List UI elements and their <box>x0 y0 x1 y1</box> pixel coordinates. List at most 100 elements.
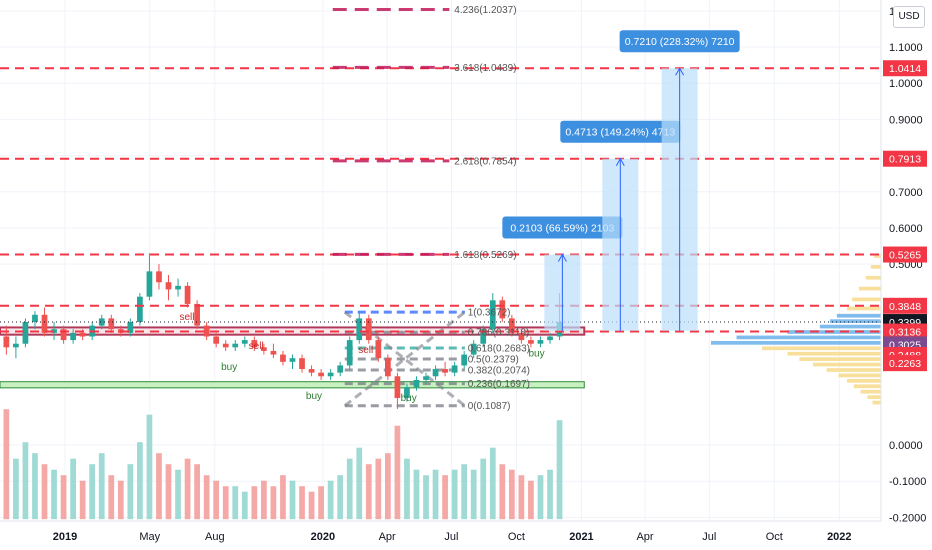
candle-body <box>127 322 134 333</box>
candle-body <box>280 354 286 362</box>
candle-body <box>3 336 10 348</box>
projection-callout[interactable] <box>560 120 681 143</box>
price-tag <box>883 355 927 372</box>
volume-bar <box>70 458 76 520</box>
candle-body <box>146 271 153 297</box>
fib-label: 0.382(0.2074) <box>468 365 530 376</box>
volume-bar <box>518 475 525 520</box>
fib-label: 0(0.1087) <box>468 401 511 412</box>
volume-bar <box>60 475 67 520</box>
volume-bar <box>98 453 105 520</box>
time-axis-label: 2020 <box>311 531 335 543</box>
projection-callout[interactable] <box>619 30 740 53</box>
volume-bar <box>423 475 429 520</box>
candle-body <box>289 358 296 362</box>
volume-bar <box>547 469 553 520</box>
candle-body <box>518 332 525 341</box>
volume-profile-row <box>787 330 881 334</box>
candle-body <box>108 318 115 330</box>
volume-profile-row <box>787 351 881 356</box>
support-zone <box>0 381 585 389</box>
volume-bar <box>165 464 172 520</box>
volume-profile-row <box>711 341 881 345</box>
buy-signal: buy <box>528 348 544 359</box>
volume-profile-row <box>852 297 881 302</box>
time-axis[interactable]: 2019 May Aug 2020 Apr Jul Oct 2021 Apr Jul Oct 2022 <box>53 531 852 543</box>
price-axis[interactable]: 1.20001.10001.00000.90000.80000.70000.60… <box>889 6 926 525</box>
price-tag <box>883 150 927 167</box>
candle-body <box>41 314 48 333</box>
fib-label: 0.786(0.3118) <box>468 328 530 339</box>
volume-bar <box>365 464 372 520</box>
candle-body <box>489 300 496 330</box>
volume-bar <box>346 458 353 520</box>
volume-bar <box>241 491 248 520</box>
volume-bar <box>146 414 153 520</box>
candle-body <box>318 372 324 377</box>
time-axis-label: Apr <box>379 531 396 543</box>
volume-bar <box>299 486 305 520</box>
price-axis-label: 0.0000 <box>889 440 923 452</box>
volume-bar <box>318 486 324 520</box>
fib-label: 2.618(0.7854) <box>454 156 516 167</box>
volume-bar <box>556 420 563 520</box>
volume-profile-row <box>736 335 881 340</box>
volume-bar <box>3 409 10 520</box>
horizontal-levels <box>0 67 881 333</box>
candle-body <box>98 318 105 326</box>
candle-body <box>394 376 401 398</box>
candle-body <box>13 343 19 348</box>
candle-body <box>241 340 248 344</box>
candle-body <box>499 300 506 319</box>
volume-bar <box>108 475 115 520</box>
trade-signals: sell sell buy buy sell buy buy <box>179 312 544 404</box>
volume-bar <box>13 458 19 520</box>
time-axis-label: Aug <box>205 531 225 543</box>
fib-label: 0.618(0.2683) <box>468 343 530 354</box>
candle-body <box>451 365 458 373</box>
candle-body <box>537 340 544 344</box>
volume-bar <box>156 453 162 520</box>
price-tag-label: 0.5265 <box>889 250 921 262</box>
time-axis-label: May <box>139 531 160 543</box>
volume-profile-row <box>847 306 881 311</box>
time-axis-label: 2022 <box>827 531 851 543</box>
volume-bar <box>528 480 534 520</box>
volume-bar <box>413 469 420 520</box>
volume-bar <box>470 469 477 520</box>
candle-body <box>508 318 515 333</box>
currency-button[interactable]: USD <box>893 6 925 28</box>
price-axis-label: 0.9000 <box>889 114 923 126</box>
price-tag <box>883 323 927 340</box>
volume-bar <box>89 464 96 520</box>
volume-bar <box>508 469 515 520</box>
price-axis-label: -0.2000 <box>889 512 926 524</box>
sell-signal: sell <box>249 341 264 352</box>
price-tag-label: 0.3848 <box>889 301 921 313</box>
volume-bar <box>175 469 181 520</box>
volume-bar <box>117 480 124 520</box>
price-axis-label: 1.0000 <box>889 78 923 90</box>
price-tags: 1.04140.79130.52650.38480.339932:300.313… <box>883 60 927 372</box>
candle-body <box>327 372 334 377</box>
candle-body <box>222 343 229 348</box>
volume-profile-row <box>799 357 881 361</box>
volume-profile-row <box>819 324 881 329</box>
volume-profile-row <box>874 254 881 258</box>
time-axis-label: Oct <box>508 531 525 543</box>
projection-callout-label: 0.2103 (66.59%) 2103 <box>510 223 614 235</box>
volume-bar <box>232 486 239 520</box>
volume-profile-row <box>830 319 881 324</box>
candle-body <box>203 325 210 337</box>
volume-bar <box>432 469 439 520</box>
projection-tools[interactable]: 0.2103 (66.59%) 2103 0.4713 (149.24%) 471… <box>502 30 740 331</box>
candle-body <box>404 387 410 398</box>
fib-label: 0.236(0.1697) <box>468 379 530 390</box>
volume-bar <box>289 480 296 520</box>
volume-bar <box>385 453 391 520</box>
volume-profile-row <box>858 286 881 291</box>
projection-callout[interactable] <box>502 216 623 239</box>
price-axis-label: 0.7000 <box>889 187 923 199</box>
sell-signal: sell <box>358 345 373 356</box>
